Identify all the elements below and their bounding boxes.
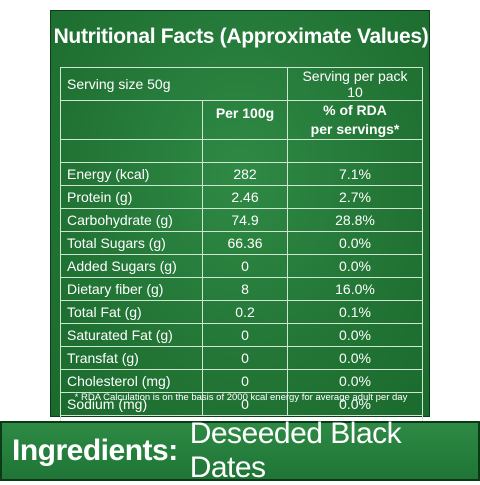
nutrient-per-100g: 2.46	[202, 185, 288, 209]
nutrient-name: Added Sugars (g)	[60, 254, 203, 278]
nutrient-rda: 0.0%	[287, 231, 423, 255]
nutrient-rda: 0.0%	[287, 392, 423, 416]
spacer-row	[60, 139, 423, 163]
nutrient-rda: 7.1%	[287, 162, 423, 186]
nutrient-row: Protein (g) 2.46 2.7%	[60, 185, 423, 209]
nutrient-row: Carbohydrate (g) 74.9 28.8%	[60, 208, 423, 232]
header-rda-line1: % of RDA	[323, 102, 387, 118]
nutrient-per-100g: 74.9	[202, 208, 288, 232]
nutrient-row: Added Sugars (g) 0 0.0%	[60, 254, 423, 278]
nutrient-name: Carbohydrate (g)	[60, 208, 203, 232]
nutrient-name: Sodium (mg)	[60, 392, 203, 416]
nutrient-name: Cholesterol (mg)	[60, 369, 203, 393]
nutrient-row: Saturated Fat (g) 0 0.0%	[60, 323, 423, 347]
nutrient-rda: 0.0%	[287, 254, 423, 278]
nutrient-name: Dietary fiber (g)	[60, 277, 203, 301]
nutrient-per-100g: 0	[202, 392, 288, 416]
nutrient-rda: 16.0%	[287, 277, 423, 301]
nutrition-panel: Nutritional Facts (Approximate Values) S…	[50, 10, 430, 439]
nutrient-row: Dietary fiber (g) 8 16.0%	[60, 277, 423, 301]
nutrient-rda: 28.8%	[287, 208, 423, 232]
nutrient-row: Total Sugars (g) 66.36 0.0%	[60, 231, 423, 255]
nutrient-per-100g: 0	[202, 254, 288, 278]
nutrient-name: Protein (g)	[60, 185, 203, 209]
nutrient-row: Energy (kcal) 282 7.1%	[60, 162, 423, 186]
rda-footnote: * RDA Calculation is on the basis of 200…	[74, 392, 408, 403]
serving-per-pack: Serving per pack 10	[287, 67, 423, 101]
nutrient-per-100g: 8	[202, 277, 288, 301]
ingredients-banner: Ingredients: Deseeded Black Dates	[0, 417, 480, 484]
nutrient-rda: 2.7%	[287, 185, 423, 209]
nutrient-rda: 0.0%	[287, 346, 423, 370]
header-rda: % of RDA per servings*	[287, 100, 423, 140]
ingredients-value: Deseeded Black Dates	[189, 417, 402, 484]
nutrient-per-100g: 282	[202, 162, 288, 186]
nutrient-row: Total Fat (g) 0.2 0.1%	[60, 300, 423, 324]
nutrient-per-100g: 0	[202, 323, 288, 347]
nutrient-per-100g: 0	[202, 369, 288, 393]
nutrient-name: Total Fat (g)	[60, 300, 203, 324]
nutrient-row: Transfat (g) 0 0.0%	[60, 346, 423, 370]
header-per-100g: Per 100g	[202, 100, 288, 140]
nutrient-row: Sodium (mg) 0 0.0%	[60, 392, 423, 416]
nutrient-name: Saturated Fat (g)	[60, 323, 203, 347]
ingredients-label: Ingredients:	[12, 434, 178, 467]
header-rda-line2: per servings*	[310, 121, 400, 137]
nutrient-per-100g: 0	[202, 346, 288, 370]
nutrition-title: Nutritional Facts (Approximate Values)	[53, 25, 429, 48]
nutrient-row: Cholesterol (mg) 0 0.0%	[60, 369, 423, 393]
nutrient-per-100g: 0.2	[202, 300, 288, 324]
header-blank	[60, 100, 203, 140]
serving-size: Serving size 50g	[60, 67, 288, 101]
nutrient-name: Energy (kcal)	[60, 162, 203, 186]
nutrient-rda: 0.1%	[287, 300, 423, 324]
nutrient-rda: 0.0%	[287, 323, 423, 347]
nutrient-rda: 0.0%	[287, 369, 423, 393]
nutrient-name: Transfat (g)	[60, 346, 203, 370]
nutrition-table: Serving size 50g Serving per pack 10 Per…	[60, 67, 423, 439]
nutrient-per-100g: 66.36	[202, 231, 288, 255]
nutrient-name: Total Sugars (g)	[60, 231, 203, 255]
